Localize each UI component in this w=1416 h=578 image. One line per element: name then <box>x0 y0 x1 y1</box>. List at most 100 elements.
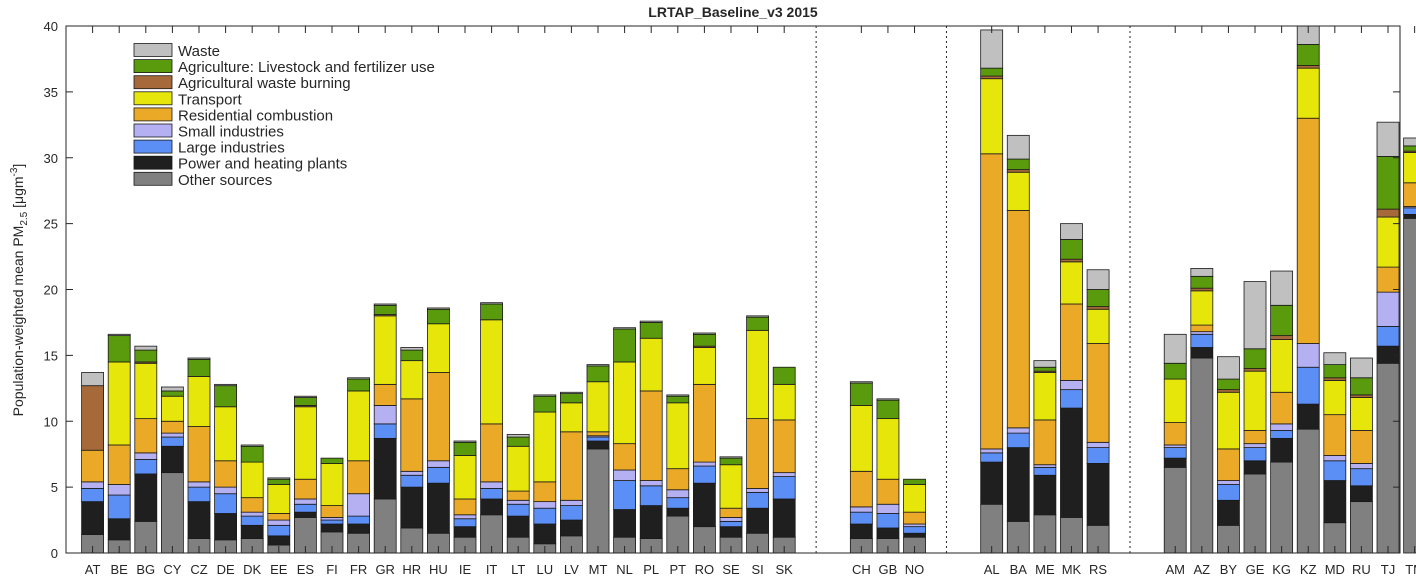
bar-segment-by-transport <box>1217 391 1240 450</box>
bar-segment-hr-waste <box>400 347 424 351</box>
bar-segment-me-small-industries <box>1033 464 1057 468</box>
bar-segment-pl-residential-combustion <box>639 390 663 481</box>
bar-segment-lu-waste <box>533 394 557 397</box>
bar-segment-rs-small-industries <box>1086 441 1110 448</box>
x-tick-label: AT <box>85 562 101 577</box>
bar-segment-tj-agriculture-livestock-and-fertilizer-use <box>1376 156 1400 210</box>
bar-segment-ba-waste <box>1006 134 1030 160</box>
x-tick-label: MD <box>1325 562 1345 577</box>
bar-segment-by-large-industries <box>1217 484 1240 501</box>
bar-segment-be-small-industries <box>107 484 131 496</box>
bar-segment-by-residential-combustion <box>1217 448 1240 481</box>
bar-segment-nl-small-industries <box>613 469 636 481</box>
bar-segment-pl-large-industries <box>639 485 663 506</box>
bar-segment-kg-waste <box>1270 270 1294 306</box>
bar-segment-ge-transport <box>1243 370 1267 431</box>
bar-segment-nl-transport <box>613 361 636 445</box>
bar-segment-mk-small-industries <box>1060 380 1083 391</box>
bar-segment-pt-large-industries <box>666 497 690 509</box>
bar-segment-at-residential-combustion <box>81 449 104 483</box>
bar-segment-mt-transport <box>586 381 610 433</box>
bar-segment-am-transport <box>1163 378 1187 423</box>
bar-segment-be-large-industries <box>107 494 131 520</box>
legend-swatch <box>133 43 173 57</box>
y-tick-label: 25 <box>44 217 58 232</box>
bar-segment-pl-waste <box>639 320 663 323</box>
legend-swatch <box>133 155 173 170</box>
bar-segment-ee-power-and-heating-plants <box>267 535 291 546</box>
bar-segment-tm-waste <box>1403 137 1416 147</box>
bar-segment-md-small-industries <box>1323 455 1347 462</box>
bar-segment-kz-transport <box>1296 67 1320 119</box>
bar-segment-es-transport <box>293 406 317 480</box>
bar-segment-gr-waste <box>373 303 397 306</box>
bar-segment-mt-agriculture-livestock-and-fertilizer-use <box>586 365 610 383</box>
x-tick-label: GB <box>879 562 898 577</box>
bar-segment-sk-large-industries <box>772 476 796 500</box>
x-tick-label: PT <box>669 562 686 577</box>
y-tick-label: 10 <box>44 414 58 429</box>
bar-segment-ie-large-industries <box>453 518 477 528</box>
bar-segment-md-agriculture-livestock-and-fertilizer-use <box>1323 364 1347 379</box>
bar-segment-al-large-industries <box>980 452 1004 463</box>
bar-segment-lu-agriculture-livestock-and-fertilizer-use <box>533 395 557 413</box>
bar-segment-lv-power-and-heating-plants <box>560 519 583 537</box>
bar-segment-cy-agriculture-livestock-and-fertilizer-use <box>160 390 184 397</box>
bar-segment-by-power-and-heating-plants <box>1217 499 1240 526</box>
bar-segment-fr-transport <box>347 390 371 462</box>
bar-segment-ge-other-sources <box>1243 473 1267 554</box>
bar-segment-dk-waste <box>240 444 264 447</box>
bar-segment-ge-small-industries <box>1243 443 1267 448</box>
bar-segment-no-power-and-heating-plants <box>903 532 926 538</box>
bar-segment-pt-waste <box>666 394 690 397</box>
bar-segment-ch-transport <box>849 405 873 472</box>
x-tick-label: GR <box>375 562 395 577</box>
bar-segment-pl-small-industries <box>639 480 663 487</box>
bar-segment-fr-small-industries <box>347 493 371 517</box>
bar-segment-ru-waste <box>1350 357 1373 379</box>
x-tick-label: GE <box>1246 562 1265 577</box>
bar-segment-kz-agriculture-livestock-and-fertilizer-use <box>1296 44 1320 66</box>
x-tick-label: FR <box>350 562 367 577</box>
bar-segment-kg-agricultural-waste-burning <box>1270 335 1294 340</box>
bar-segment-lu-small-industries <box>533 501 557 509</box>
bar-segment-ch-small-industries <box>849 506 873 513</box>
bar-segment-ba-transport <box>1006 171 1030 211</box>
x-tick-label: LT <box>511 562 525 577</box>
bar-segment-pt-small-industries <box>666 489 690 499</box>
bar-segment-by-agriculture-livestock-and-fertilizer-use <box>1217 378 1240 391</box>
x-tick-label: TM <box>1405 562 1416 577</box>
bar-segment-tm-transport <box>1403 152 1416 184</box>
bar-segment-cy-residential-combustion <box>160 420 184 434</box>
bar-segment-am-residential-combustion <box>1163 422 1187 446</box>
bar-segment-mk-large-industries <box>1060 389 1083 409</box>
bar-segment-nl-large-industries <box>613 480 636 510</box>
bar-segment-by-small-industries <box>1217 480 1240 485</box>
bar-segment-ro-large-industries <box>693 465 716 484</box>
bar-segment-lu-large-industries <box>533 507 557 525</box>
bar-segment-md-large-industries <box>1323 460 1347 481</box>
legend-label: Residential combustion <box>178 107 333 124</box>
bar-segment-lt-transport <box>506 445 530 492</box>
bar-segment-hu-large-industries <box>426 466 450 484</box>
bar-segment-cz-residential-combustion <box>187 426 211 483</box>
bar-segment-de-power-and-heating-plants <box>214 513 238 541</box>
bar-segment-si-power-and-heating-plants <box>746 507 769 534</box>
bar-segment-kg-power-and-heating-plants <box>1270 437 1294 463</box>
bar-segment-mt-other-sources <box>586 448 610 554</box>
bar-segment-pt-residential-combustion <box>666 468 690 491</box>
bar-segment-ba-small-industries <box>1006 427 1030 434</box>
x-tick-label: CZ <box>190 562 207 577</box>
bar-segment-am-other-sources <box>1163 466 1187 554</box>
bar-segment-mk-agriculture-livestock-and-fertilizer-use <box>1060 239 1083 260</box>
bar-segment-no-large-industries <box>903 526 926 534</box>
bar-segment-ro-agriculture-livestock-and-fertilizer-use <box>693 333 716 347</box>
bar-segment-lt-residential-combustion <box>506 490 530 501</box>
bar-segment-ro-transport <box>693 347 716 385</box>
bar-segment-kz-power-and-heating-plants <box>1296 403 1320 430</box>
bar-segment-al-other-sources <box>980 503 1004 554</box>
bar-segment-am-large-industries <box>1163 447 1187 459</box>
bar-segment-pl-transport <box>639 337 663 392</box>
bar-segment-mt-waste <box>586 364 610 367</box>
